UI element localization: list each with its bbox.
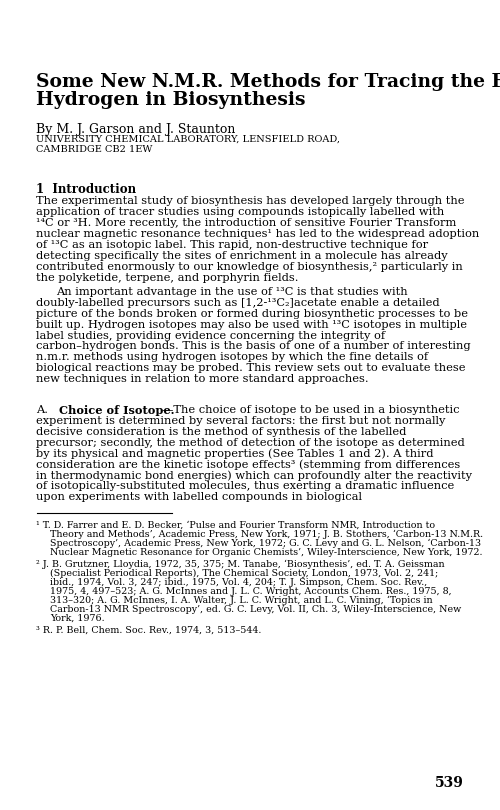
Text: nuclear magnetic resonance techniques¹ has led to the widespread adoption: nuclear magnetic resonance techniques¹ h… — [36, 229, 480, 239]
Text: York, 1976.: York, 1976. — [50, 613, 105, 623]
Text: 539: 539 — [434, 776, 464, 790]
Text: ² J. B. Grutzner, Lloydia, 1972, 35, 375; M. Tanabe, ‘Biosynthesis’, ed. T. A. G: ² J. B. Grutzner, Lloydia, 1972, 35, 375… — [36, 560, 445, 569]
Text: Carbon-13 NMR Spectroscopy’, ed. G. C. Levy, Vol. II, Ch. 3, Wiley-Interscience,: Carbon-13 NMR Spectroscopy’, ed. G. C. L… — [50, 604, 462, 614]
Text: A.: A. — [36, 405, 56, 415]
Text: CAMBRIDGE CB2 1EW: CAMBRIDGE CB2 1EW — [36, 145, 153, 154]
Text: An important advantage in the use of ¹³C is that studies with: An important advantage in the use of ¹³C… — [56, 287, 408, 296]
Text: Theory and Methods’, Academic Press, New York, 1971; J. B. Stothers, ‘Carbon-13 : Theory and Methods’, Academic Press, New… — [50, 530, 484, 539]
Text: biological reactions may be probed. This review sets out to evaluate these: biological reactions may be probed. This… — [36, 364, 466, 373]
Text: —The choice of isotope to be used in a biosynthetic: —The choice of isotope to be used in a b… — [162, 405, 460, 415]
Text: Choice of Isotope.: Choice of Isotope. — [60, 405, 175, 416]
Text: 1975, 4, 497–523; A. G. McInnes and J. L. C. Wright, Accounts Chem. Res., 1975, : 1975, 4, 497–523; A. G. McInnes and J. L… — [50, 586, 452, 596]
Text: Spectroscopy’, Academic Press, New York, 1972; G. C. Levy and G. L. Nelson, ‘Car: Spectroscopy’, Academic Press, New York,… — [50, 539, 482, 548]
Text: precursor; secondly, the method of detection of the isotope as determined: precursor; secondly, the method of detec… — [36, 437, 465, 448]
Text: Some New N.M.R. Methods for Tracing the Fate of: Some New N.M.R. Methods for Tracing the … — [36, 73, 500, 91]
Text: n.m.r. methods using hydrogen isotopes by which the fine details of: n.m.r. methods using hydrogen isotopes b… — [36, 352, 428, 362]
Text: 1  Introduction: 1 Introduction — [36, 184, 136, 197]
Text: application of tracer studies using compounds istopically labelled with: application of tracer studies using comp… — [36, 207, 445, 217]
Text: Nuclear Magnetic Resonance for Organic Chemists’, Wiley-Interscience, New York, : Nuclear Magnetic Resonance for Organic C… — [50, 548, 483, 556]
Text: 313–320; A. G. McInnes, I. A. Walter, J. L. C. Wright, and L. C. Vining, ‘Topics: 313–320; A. G. McInnes, I. A. Walter, J.… — [50, 595, 433, 605]
Text: ibid., 1974, Vol. 3, 247; ibid., 1975, Vol. 4, 204; T. J. Simpson, Chem. Soc. Re: ibid., 1974, Vol. 3, 247; ibid., 1975, V… — [50, 578, 428, 587]
Text: detecting specifically the sites of enrichment in a molecule has already: detecting specifically the sites of enri… — [36, 251, 448, 261]
Text: consideration are the kinetic isotope effects³ (stemming from differences: consideration are the kinetic isotope ef… — [36, 459, 461, 470]
Text: the polyketide, terpene, and porphyrin fields.: the polyketide, terpene, and porphyrin f… — [36, 273, 299, 283]
Text: decisive consideration is the method of synthesis of the labelled: decisive consideration is the method of … — [36, 427, 407, 437]
Text: ¹⁴C or ³H. More recently, the introduction of sensitive Fourier Transform: ¹⁴C or ³H. More recently, the introducti… — [36, 218, 457, 228]
Text: doubly-labelled precursors such as [1,2-¹³C₂]acetate enable a detailed: doubly-labelled precursors such as [1,2-… — [36, 298, 440, 308]
Text: ¹ T. D. Farrer and E. D. Becker, ‘Pulse and Fourier Transform NMR, Introduction : ¹ T. D. Farrer and E. D. Becker, ‘Pulse … — [36, 521, 436, 530]
Text: ³ R. P. Bell, Chem. Soc. Rev., 1974, 3, 513–544.: ³ R. P. Bell, Chem. Soc. Rev., 1974, 3, … — [36, 626, 262, 635]
Text: By M. J. Garson and J. Staunton: By M. J. Garson and J. Staunton — [36, 123, 236, 136]
Text: experiment is determined by several factors: the first but not normally: experiment is determined by several fact… — [36, 416, 446, 426]
Text: (Specialist Periodical Reports), The Chemical Society, London, 1973, Vol. 2, 241: (Specialist Periodical Reports), The Che… — [50, 569, 438, 578]
Text: UNIVERSITY CHEMICAL LABORATORY, LENSFIELD ROAD,: UNIVERSITY CHEMICAL LABORATORY, LENSFIEL… — [36, 134, 341, 144]
Text: built up. Hydrogen isotopes may also be used with ¹³C isotopes in multiple: built up. Hydrogen isotopes may also be … — [36, 320, 468, 330]
Text: picture of the bonds broken or formed during biosynthetic processes to be: picture of the bonds broken or formed du… — [36, 309, 469, 318]
Text: label studies, providing evidence concerning the integrity of: label studies, providing evidence concer… — [36, 330, 386, 340]
Text: The experimental study of biosynthesis has developed largely through the: The experimental study of biosynthesis h… — [36, 196, 465, 206]
Text: of ¹³C as an isotopic label. This rapid, non-destructive technique for: of ¹³C as an isotopic label. This rapid,… — [36, 240, 428, 249]
Text: by its physical and magnetic properties (See Tables 1 and 2). A third: by its physical and magnetic properties … — [36, 449, 434, 459]
Text: of isotopically-substituted molecules, thus exerting a dramatic influence: of isotopically-substituted molecules, t… — [36, 481, 455, 492]
Text: contributed enormously to our knowledge of biosynthesis,² particularly in: contributed enormously to our knowledge … — [36, 262, 463, 271]
Text: new techniques in relation to more standard approaches.: new techniques in relation to more stand… — [36, 374, 369, 384]
Text: carbon–hydrogen bonds. This is the basis of one of a number of interesting: carbon–hydrogen bonds. This is the basis… — [36, 342, 471, 352]
Text: Hydrogen in Biosynthesis: Hydrogen in Biosynthesis — [36, 91, 306, 109]
Text: upon experiments with labelled compounds in biological: upon experiments with labelled compounds… — [36, 492, 362, 502]
Text: in thermodynamic bond energies) which can profoundly alter the reactivity: in thermodynamic bond energies) which ca… — [36, 471, 472, 481]
